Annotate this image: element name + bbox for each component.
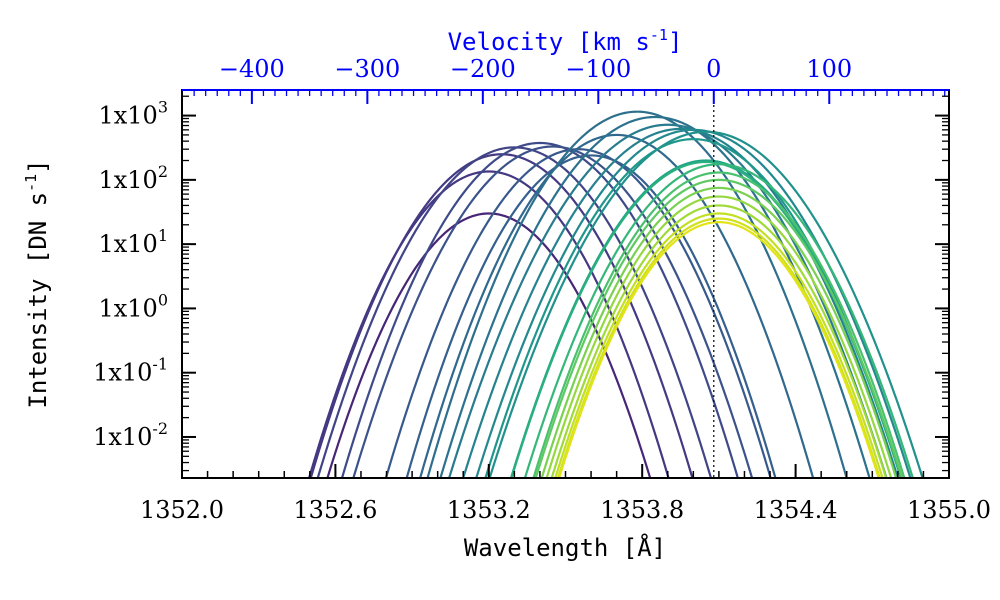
series-line-23 [545, 195, 893, 478]
series-line-6 [352, 145, 754, 478]
tick-labels-group: 1352.0 1352.6 1353.2 1353.8 1354.4 1355.0 −400… [93, 55, 991, 524]
series-line-8 [405, 154, 777, 478]
x-tick-label: 1354.4 [754, 496, 838, 524]
y-tick-label: 1x100 [98, 290, 168, 322]
series-group [307, 110, 924, 478]
series-line-10 [426, 110, 848, 478]
series-line-11 [439, 115, 871, 478]
y-tick-label: 1x10-1 [93, 355, 168, 387]
series-line-21 [534, 178, 904, 478]
series-line-18 [510, 160, 902, 478]
ticks-group [181, 90, 950, 478]
x-tick-label: 1352.0 [140, 496, 224, 524]
series-line-4 [316, 146, 713, 478]
series-line-24 [550, 204, 888, 478]
series-line-26 [556, 217, 881, 478]
series-line-12 [447, 123, 888, 478]
x-tick-label: 1352.6 [293, 496, 377, 524]
series-line-20 [532, 171, 906, 478]
top-axis-title: Velocity [km s-1] [448, 26, 683, 56]
series-line-22 [540, 186, 898, 478]
series-line-7 [384, 148, 772, 478]
top-tick-label: −300 [334, 55, 400, 83]
series-line-9 [419, 133, 815, 478]
series-line-15 [488, 130, 924, 478]
top-tick-label: −100 [565, 55, 631, 83]
y-tick-label: 1x101 [98, 226, 168, 258]
series-line-25 [554, 212, 884, 478]
y-tick-label: 1x10-2 [93, 419, 168, 451]
series-line-27 [557, 221, 880, 478]
series-line-19 [523, 163, 914, 478]
series-line-3 [309, 153, 694, 478]
x-tick-label: 1353.8 [600, 496, 684, 524]
x-tick-label: 1355.0 [907, 496, 991, 524]
y-tick-label: 1x102 [98, 162, 168, 194]
y-axis-title: Intensity [DN s-1] [22, 159, 52, 408]
x-tick-label: 1353.2 [447, 496, 531, 524]
top-tick-label: 0 [706, 55, 721, 83]
y-tick-label: 1x103 [98, 98, 168, 130]
x-axis-title: Wavelength [Å] [464, 533, 666, 562]
top-tick-label: −400 [219, 55, 285, 83]
top-tick-label: 100 [806, 55, 852, 83]
top-tick-label: −200 [450, 55, 516, 83]
series-line-17 [509, 159, 903, 478]
series-line-1 [326, 212, 652, 478]
